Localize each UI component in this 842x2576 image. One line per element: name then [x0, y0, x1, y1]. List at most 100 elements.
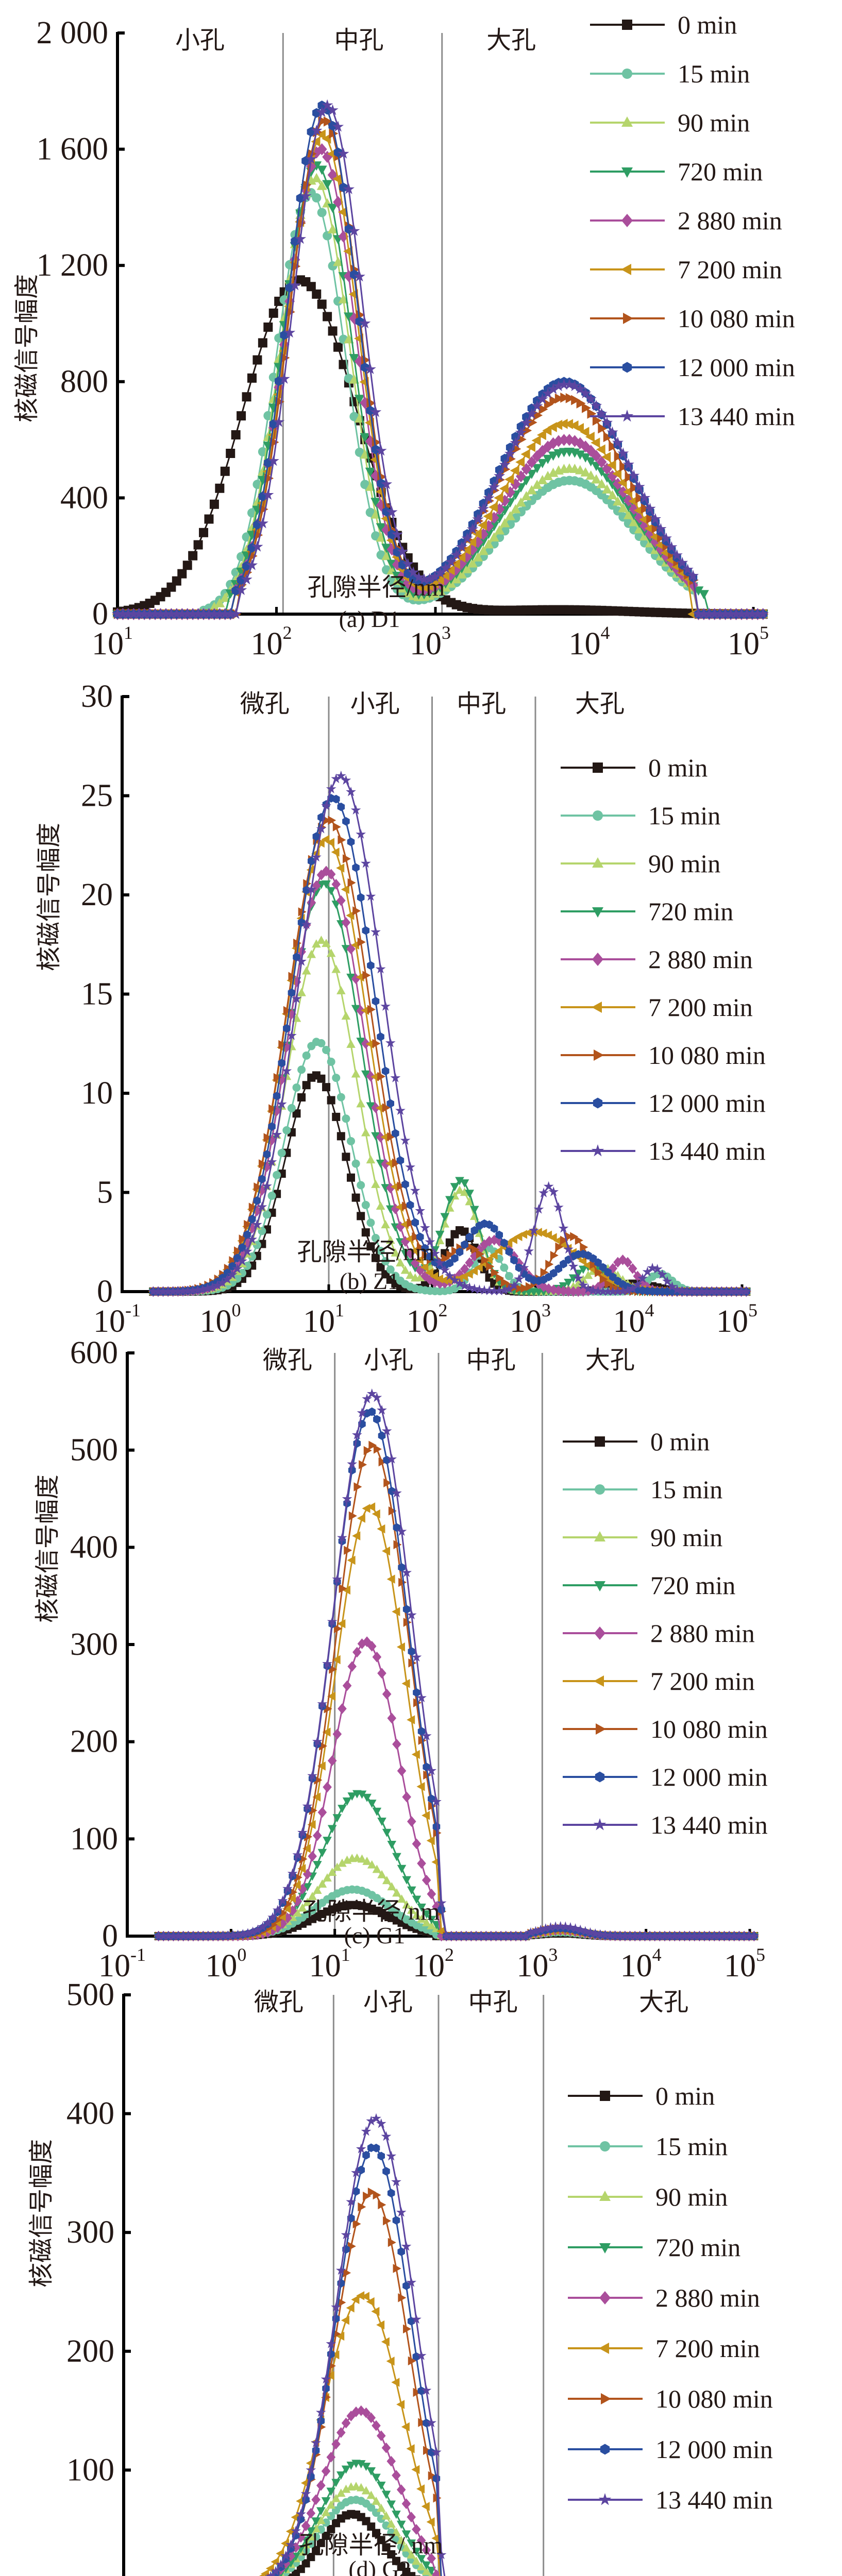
- data-point: [188, 551, 198, 561]
- data-point: [381, 1066, 390, 1076]
- data-point: [361, 1038, 371, 1049]
- data-point: [312, 1792, 321, 1802]
- data-point: [422, 1874, 431, 1886]
- data-point: [247, 1223, 257, 1234]
- legend-item: 12 000 min: [590, 352, 842, 383]
- data-point: [471, 1245, 480, 1255]
- data-point: [376, 523, 386, 533]
- data-point: [372, 1865, 382, 1873]
- data-point: [526, 408, 537, 419]
- data-point: [549, 1284, 559, 1296]
- data-point: [342, 1153, 350, 1161]
- data-point: [575, 465, 585, 474]
- data-point: [590, 400, 602, 411]
- data-point: [568, 1286, 578, 1297]
- data-point: [416, 1782, 425, 1791]
- data-point: [215, 483, 225, 493]
- legend-label: 2 880 min: [655, 2283, 760, 2312]
- data-point: [617, 447, 629, 459]
- legend-marker: [563, 1581, 637, 1591]
- data-point: [111, 608, 124, 619]
- data-point: [357, 1514, 365, 1523]
- data-point: [128, 608, 140, 619]
- data-point: [515, 1284, 524, 1293]
- data-point: [302, 1897, 312, 1906]
- legend-marker: [563, 1771, 637, 1783]
- data-point: [192, 1285, 203, 1295]
- data-point: [359, 1460, 367, 1469]
- data-point: [548, 1233, 557, 1242]
- data-point: [613, 1286, 623, 1296]
- data-point: [563, 379, 576, 390]
- data-point: [400, 1236, 410, 1247]
- data-point: [646, 513, 656, 524]
- data-point: [181, 608, 193, 619]
- data-point: [371, 445, 380, 454]
- data-point: [494, 470, 506, 481]
- data-point: [397, 1765, 407, 1776]
- data-point: [326, 869, 336, 880]
- data-point: [352, 1531, 361, 1540]
- legend-label: 12 000 min: [648, 1089, 766, 1117]
- legend-marker: [561, 810, 635, 821]
- data-point: [377, 478, 385, 488]
- data-point: [578, 1265, 588, 1274]
- legend-item: 2 880 min: [568, 2282, 836, 2313]
- data-point: [307, 950, 316, 958]
- legend-marker: [561, 1097, 635, 1109]
- legend-item: 720 min: [590, 156, 842, 187]
- data-point: [326, 784, 336, 793]
- data-point: [292, 1880, 301, 1890]
- data-point: [406, 1259, 415, 1267]
- data-point: [451, 1246, 460, 1256]
- data-point: [652, 1264, 663, 1274]
- data-point: [382, 1828, 392, 1837]
- data-point: [375, 445, 387, 456]
- data-point: [251, 1219, 262, 1229]
- legend-marker: [568, 2191, 643, 2201]
- data-point: [531, 435, 541, 446]
- data-point: [459, 1280, 470, 1291]
- data-point: [293, 938, 302, 948]
- y-tick-label: 800: [60, 364, 108, 399]
- data-point: [257, 1201, 267, 1212]
- data-point: [372, 1807, 382, 1816]
- data-point: [559, 1285, 568, 1297]
- data-point: [537, 445, 548, 457]
- data-point: [537, 459, 548, 468]
- legend-item: 2 880 min: [563, 1618, 831, 1649]
- data-point: [575, 450, 585, 460]
- data-point: [361, 1200, 370, 1209]
- data-point: [465, 1257, 474, 1268]
- data-point: [504, 1283, 514, 1294]
- data-point: [387, 1132, 396, 1142]
- legend-item: 13 440 min: [561, 1136, 829, 1166]
- data-point: [585, 445, 596, 457]
- data-point: [467, 537, 477, 548]
- data-point: [623, 510, 634, 519]
- data-point: [392, 1158, 400, 1167]
- data-point: [520, 1283, 529, 1293]
- data-point: [608, 1286, 618, 1296]
- data-point: [355, 447, 364, 457]
- data-point: [376, 2481, 386, 2490]
- legend-marker: [568, 2393, 643, 2404]
- data-point: [558, 379, 570, 390]
- data-point: [343, 312, 354, 322]
- data-point: [262, 1180, 272, 1191]
- data-point: [355, 316, 364, 327]
- data-point: [273, 1091, 281, 1100]
- data-point: [188, 1285, 198, 1295]
- data-point: [390, 1182, 399, 1192]
- data-point: [474, 1263, 483, 1272]
- data-point: [322, 1046, 331, 1055]
- data-point: [623, 494, 634, 507]
- data-point: [474, 1284, 485, 1294]
- data-point: [386, 1574, 395, 1584]
- data-point: [440, 570, 450, 581]
- data-point: [408, 1647, 416, 1656]
- data-point: [421, 1244, 429, 1253]
- pore-region-label: 微孔: [240, 690, 290, 718]
- data-point: [488, 481, 500, 493]
